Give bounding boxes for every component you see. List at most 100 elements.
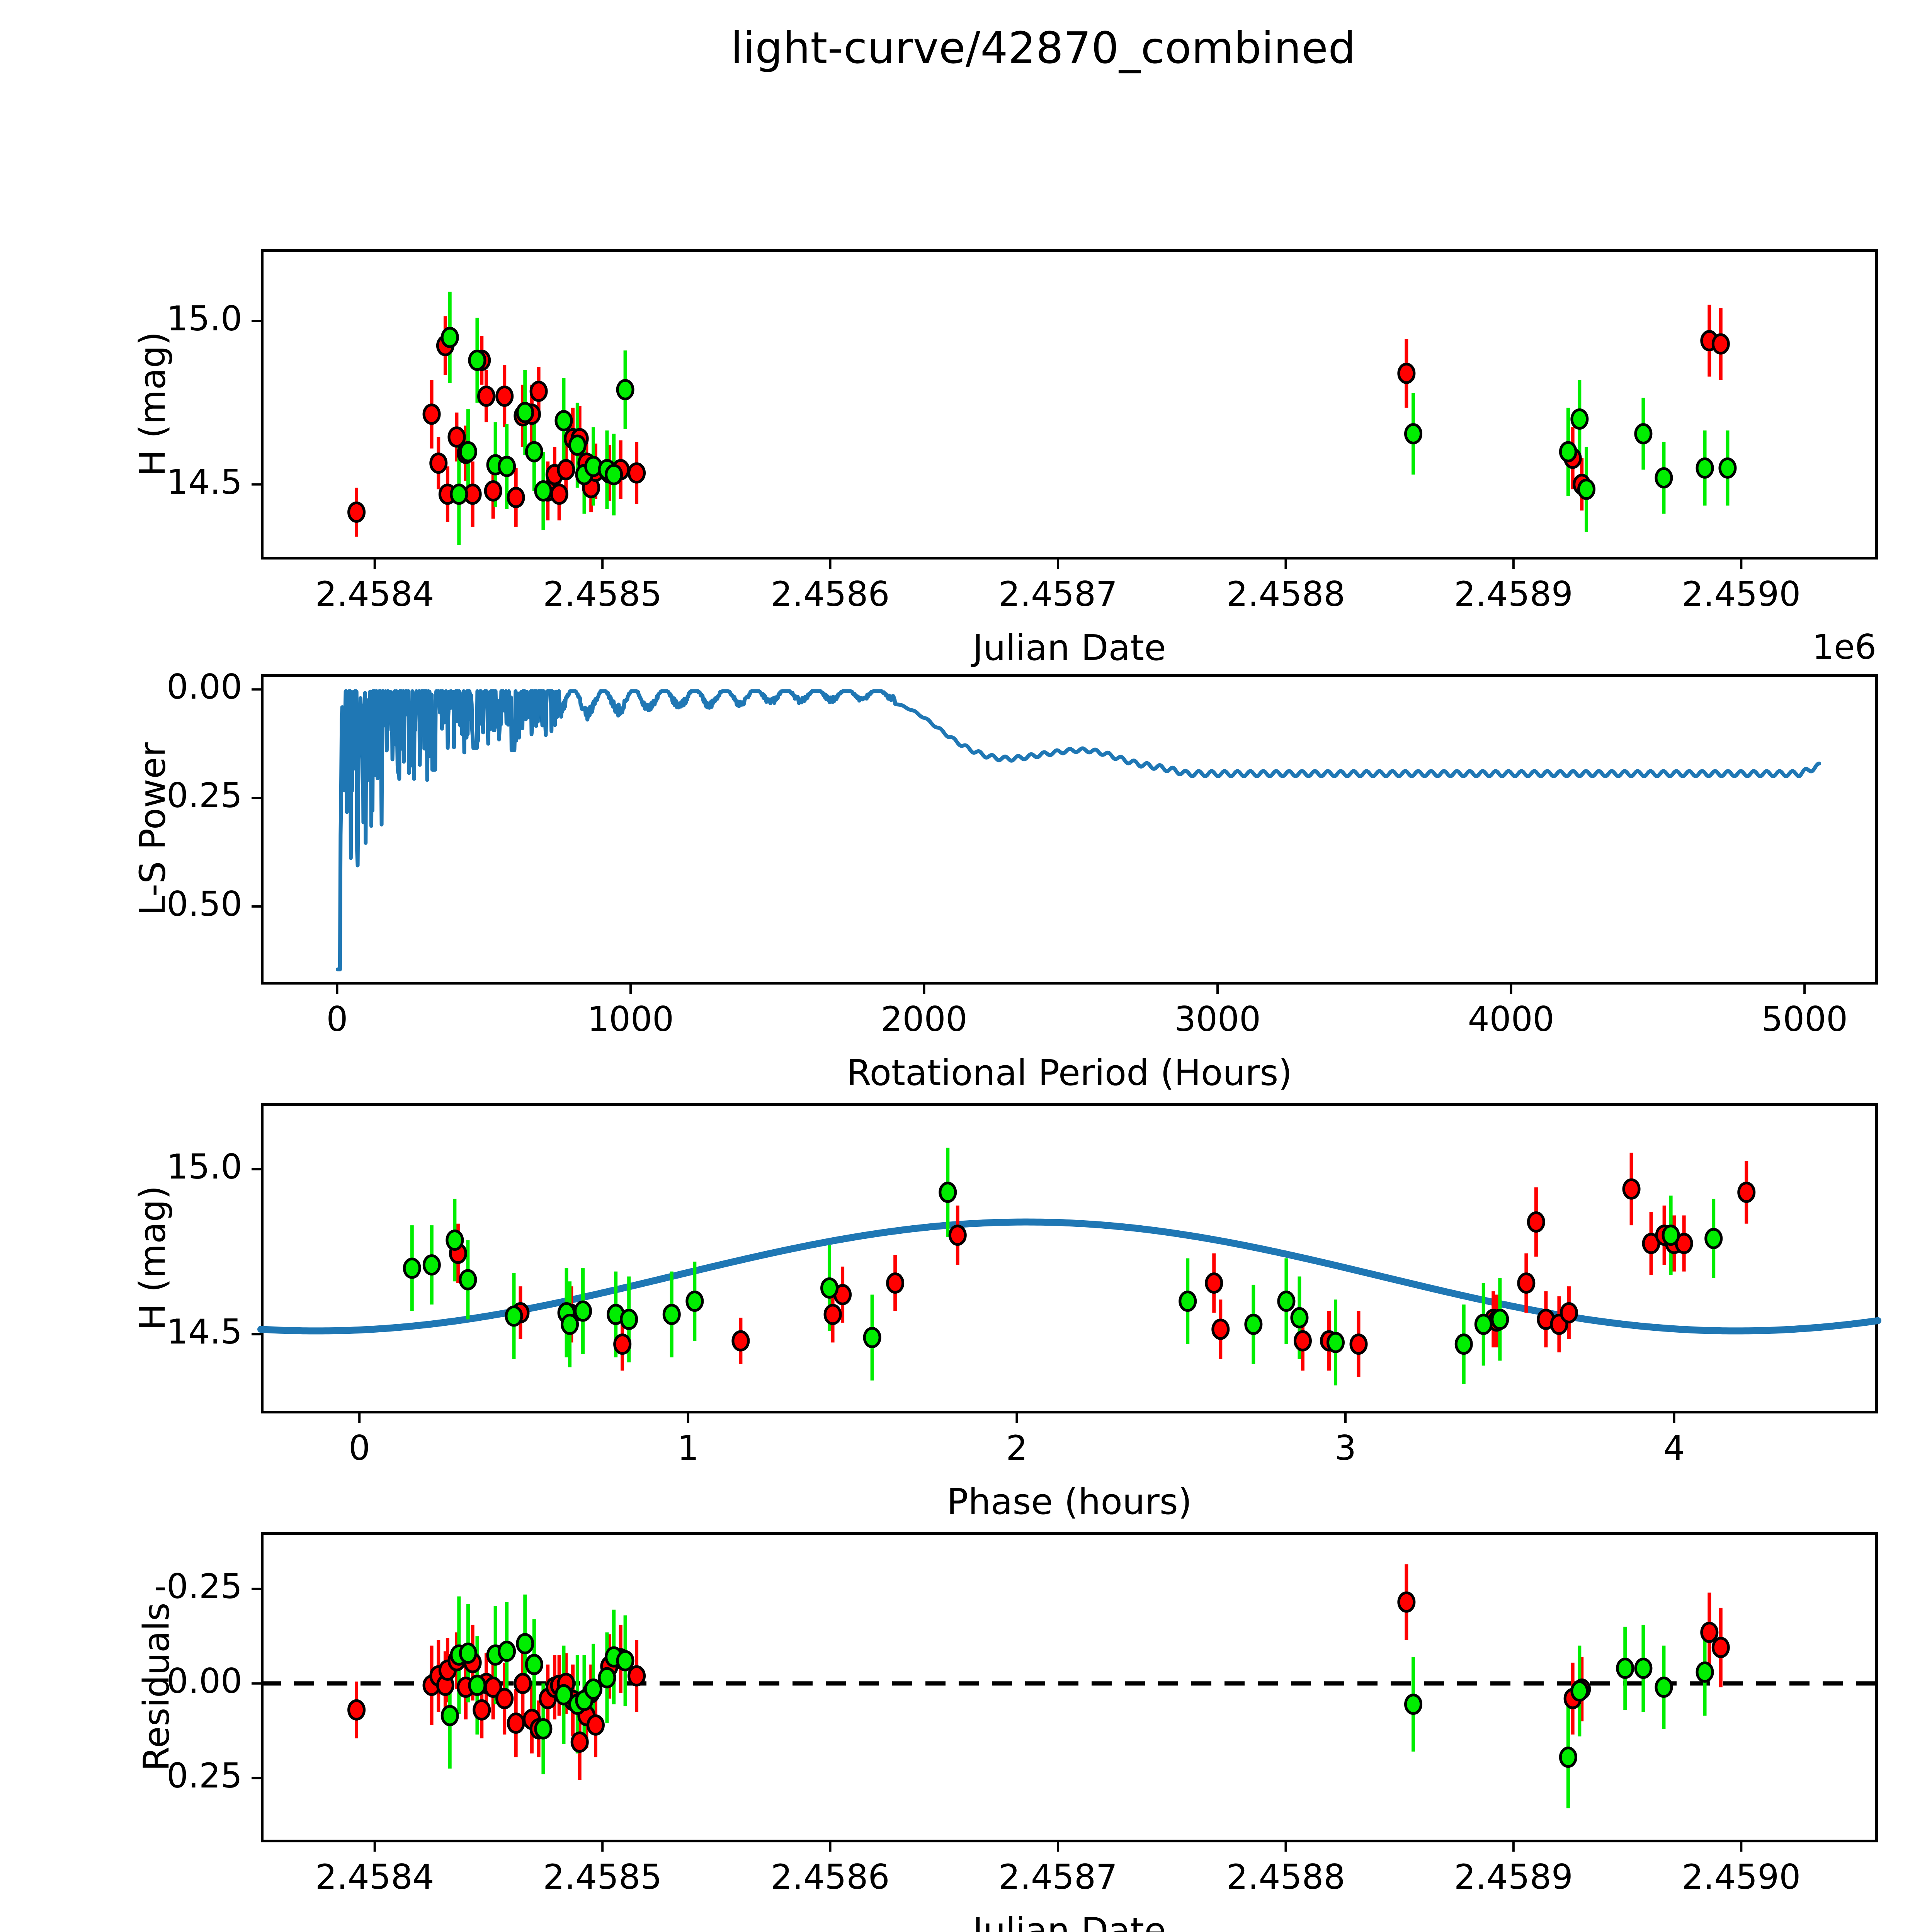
data-point-marker — [1718, 457, 1737, 479]
data-point-marker — [1616, 1658, 1634, 1679]
data-point-marker — [1700, 1622, 1719, 1643]
data-point-marker — [468, 1675, 486, 1696]
data-series-group — [347, 1564, 1730, 1808]
data-point-marker — [1696, 457, 1714, 479]
data-point-marker — [1397, 362, 1416, 384]
data-point-marker — [529, 381, 548, 402]
data-point-marker — [1577, 478, 1596, 500]
data-point-marker — [628, 1665, 646, 1687]
data-point-marker — [1349, 1333, 1368, 1355]
y-tick-label: 14.5 — [167, 1311, 242, 1352]
y-tick-label: 0.50 — [167, 884, 242, 924]
data-point-marker — [459, 1269, 477, 1291]
data-point-marker — [823, 1304, 842, 1325]
data-point-marker — [820, 1277, 839, 1299]
data-point-marker — [516, 1633, 534, 1655]
x-tick-label: 2000 — [881, 999, 968, 1039]
data-point-marker — [459, 441, 477, 463]
data-point-marker — [613, 1333, 632, 1355]
data-series-group — [403, 1148, 1756, 1386]
data-point-marker — [1404, 423, 1423, 445]
x-tick-label: 2.4584 — [315, 574, 434, 614]
data-point-marker — [1570, 408, 1589, 430]
x-tick-label: 2.4586 — [770, 574, 890, 614]
y-tick-label: 15.0 — [167, 298, 242, 338]
x-tick-label: 3 — [1335, 1428, 1356, 1468]
data-point-marker — [1559, 441, 1577, 463]
panel1-x-offset-text: 1e6 — [1812, 627, 1877, 667]
data-point-marker — [554, 1684, 573, 1706]
x-tick-label: 3000 — [1174, 999, 1261, 1039]
data-point-marker — [628, 462, 646, 484]
data-point-marker — [1634, 1658, 1653, 1679]
data-point-marker — [662, 1304, 681, 1325]
data-point-marker — [450, 483, 468, 505]
data-point-marker — [620, 1309, 638, 1330]
data-point-marker — [568, 434, 587, 456]
data-point-marker — [422, 1254, 441, 1276]
data-point-marker — [1277, 1291, 1296, 1312]
data-point-marker — [507, 1713, 525, 1734]
y-tick-label: 0.00 — [167, 667, 242, 707]
data-point-marker — [525, 441, 543, 463]
data-point-marker — [422, 403, 441, 425]
panel1-x-axis-label: Julian Date — [973, 627, 1166, 668]
data-point-marker — [1397, 1591, 1416, 1613]
data-point-marker — [1570, 1680, 1589, 1702]
x-tick-label: 1 — [677, 1428, 699, 1468]
data-point-marker — [498, 456, 516, 477]
data-point-marker — [1622, 1178, 1641, 1200]
data-point-marker — [731, 1330, 750, 1352]
y-tick-label: 14.5 — [167, 462, 242, 502]
data-point-marker — [347, 1699, 366, 1721]
data-point-marker — [1179, 1291, 1197, 1312]
data-point-marker — [1711, 1637, 1730, 1658]
x-tick-label: 1000 — [587, 999, 674, 1039]
data-point-marker — [1293, 1330, 1312, 1352]
x-tick-label: 0 — [326, 999, 348, 1039]
data-point-marker — [1560, 1302, 1578, 1323]
data-point-marker — [1662, 1225, 1680, 1246]
data-point-marker — [1211, 1318, 1230, 1340]
data-point-marker — [557, 459, 575, 481]
x-tick-label: 2.4585 — [543, 1857, 662, 1897]
data-point-marker — [1634, 423, 1653, 445]
phase-fold-model-curve — [257, 1218, 1881, 1335]
data-point-marker — [446, 1230, 464, 1251]
panel3-x-axis-label: Phase (hours) — [947, 1481, 1192, 1522]
y-tick-label: 0.00 — [167, 1661, 242, 1701]
data-point-marker — [1205, 1272, 1223, 1294]
data-point-marker — [586, 1714, 605, 1736]
data-point-marker — [570, 1731, 589, 1753]
data-point-marker — [1290, 1307, 1309, 1328]
panel3-axes-frame — [261, 1103, 1878, 1413]
data-point-marker — [477, 385, 496, 407]
x-tick-label: 5000 — [1761, 999, 1848, 1039]
data-point-marker — [574, 1300, 592, 1322]
data-point-marker — [468, 349, 486, 371]
data-point-marker — [1326, 1332, 1345, 1353]
x-tick-label: 2.4589 — [1454, 1857, 1573, 1897]
data-point-marker — [1704, 1228, 1723, 1249]
data-point-marker — [605, 464, 623, 485]
x-tick-label: 2.4589 — [1454, 574, 1573, 614]
data-point-marker — [1404, 1694, 1423, 1715]
x-tick-label: 2.4586 — [770, 1857, 890, 1897]
data-point-marker — [403, 1257, 421, 1279]
data-point-marker — [507, 486, 525, 508]
data-point-marker — [459, 1642, 477, 1664]
panel2-x-axis-label: Rotational Period (Hours) — [846, 1052, 1293, 1094]
y-tick-label: 0.25 — [167, 776, 242, 816]
data-point-marker — [863, 1327, 881, 1349]
data-point-marker — [685, 1291, 704, 1312]
panel4-x-axis-label: Julian Date — [973, 1910, 1166, 1932]
data-point-marker — [939, 1182, 957, 1203]
data-point-marker — [1491, 1309, 1509, 1330]
data-point-marker — [516, 402, 534, 423]
data-point-marker — [554, 410, 573, 432]
figure-title: light-curve/42870_combined — [731, 23, 1356, 73]
data-point-marker — [495, 385, 514, 407]
